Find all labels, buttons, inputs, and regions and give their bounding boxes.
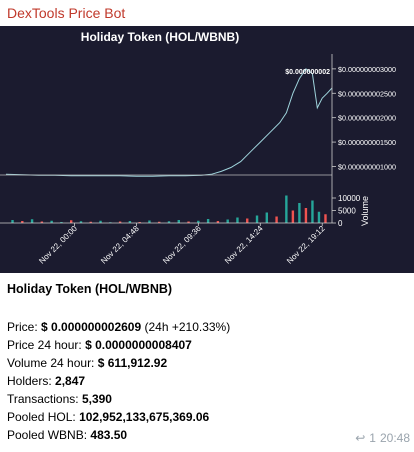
price-tick-label: $0.000000001000 [338,162,396,171]
pooled-wbnb-row: Pooled WBNB: 483.50 [7,426,230,444]
volume-bar [99,220,102,223]
volume-bar [128,221,132,223]
volume-bar [197,220,200,223]
price-chart[interactable]: Holiday Token (HOL/WBNB) $0.000000003000… [0,26,414,273]
pooled-wbnb-label: Pooled WBNB: [7,428,88,442]
price-tick-label: $0.000000002500 [338,89,396,98]
x-tick-label: Nov 22, 04:48 [99,224,141,266]
volume-bar [304,208,308,223]
volume-bar [311,200,314,223]
volume-label: Volume 24 hour: [7,356,95,370]
transactions-value: 5,390 [81,392,112,406]
price-row: Price: $ 0.000000002609 (24h +210.33%) [7,318,230,336]
price-change: (24h +210.33%) [144,320,231,334]
volume-bar [158,221,161,223]
volume-bar [148,220,151,223]
price-value: $ 0.000000002609 [41,320,142,334]
volume-bar [275,216,278,223]
volume-bar [226,219,229,223]
volume-bar [167,221,171,223]
pooled-hol-value: 102,952,133,675,369.06 [79,410,210,424]
volume-axis: 10000 5000 0 [332,194,361,228]
pooled-hol-row: Pooled HOL: 102,952,133,675,369.06 [7,408,230,426]
volume-tick-label: 5000 [338,207,356,216]
sender-name[interactable]: DexTools Price Bot [7,5,126,21]
volume-row: Volume 24 hour: $ 611,912.92 [7,354,230,372]
reply-count[interactable]: 1 [369,431,376,445]
transactions-label: Transactions: [7,392,79,406]
price-tick-label: $0.000000002000 [338,114,396,123]
volume-bar [21,221,24,223]
volume-bar [317,211,321,223]
price-label: Price: [7,320,38,334]
volume-bar [30,219,34,223]
reply-icon[interactable]: ↩ [355,431,366,445]
price24-label: Price 24 hour: [7,338,82,352]
x-tick-label: Nov 22, 14:24 [223,224,265,266]
volume-bar [89,221,92,223]
volume-bar [79,221,83,223]
volume-bars [11,195,327,223]
volume-bar [285,195,288,223]
x-axis: Nov 22, 00:00 Nov 22, 04:48 Nov 22, 09:36 N… [37,223,327,266]
volume-bar [40,221,44,223]
x-tick-label: Nov 22, 09:36 [161,224,203,266]
x-tick-label: Nov 22, 00:00 [37,224,79,266]
last-price-label: $0.000000002 [285,69,330,76]
chart-title: Holiday Token (HOL/WBNB) [81,30,239,44]
pooled-wbnb-value: 483.50 [90,428,128,442]
holders-row: Holders: 2,847 [7,372,230,390]
price24-value: $ 0.0000000008407 [85,338,192,352]
volume-value: $ 611,912.92 [97,356,168,370]
holders-label: Holders: [7,374,52,388]
volume-bar [177,220,180,223]
price-tick-label: $0.000000001500 [338,138,396,147]
volume-axis-title: Volume [360,196,370,226]
volume-bar [324,214,327,223]
price-axis: $0.000000003000 $0.000000002500 $0.0000000… [332,65,396,171]
volume-bar [298,203,301,223]
token-info: Price: $ 0.000000002609 (24h +210.33%) P… [7,318,230,444]
volume-bar [70,220,73,223]
volume-bar [118,221,122,223]
volume-bar [50,220,53,223]
volume-bar [265,212,268,223]
holders-value: 2,847 [55,374,86,388]
volume-bar [291,210,295,223]
volume-bar [60,222,63,223]
volume-bar [11,220,14,223]
volume-tick-label: 0 [338,219,343,228]
token-title: Holiday Token (HOL/WBNB) [7,282,173,296]
volume-bar [246,218,249,223]
volume-bar [187,221,190,223]
message-time: 20:48 [379,431,410,445]
last-price-marker: $0.000000002 [285,69,330,76]
price-tick-label: $0.000000003000 [338,65,396,74]
volume-bar [216,221,220,223]
volume-tick-label: 10000 [338,194,361,203]
volume-bar [255,215,259,223]
transactions-row: Transactions: 5,390 [7,390,230,408]
volume-bar [138,222,141,223]
chart-svg: Holiday Token (HOL/WBNB) $0.000000003000… [0,30,396,266]
price24-row: Price 24 hour: $ 0.0000000008407 [7,336,230,354]
volume-bar [206,219,210,223]
message-meta: ↩ 1 20:48 [355,431,410,445]
x-tick-label: Nov 22, 19:12 [285,224,327,266]
pooled-hol-label: Pooled HOL: [7,410,76,424]
volume-bar [236,217,239,223]
price-line [5,68,333,177]
